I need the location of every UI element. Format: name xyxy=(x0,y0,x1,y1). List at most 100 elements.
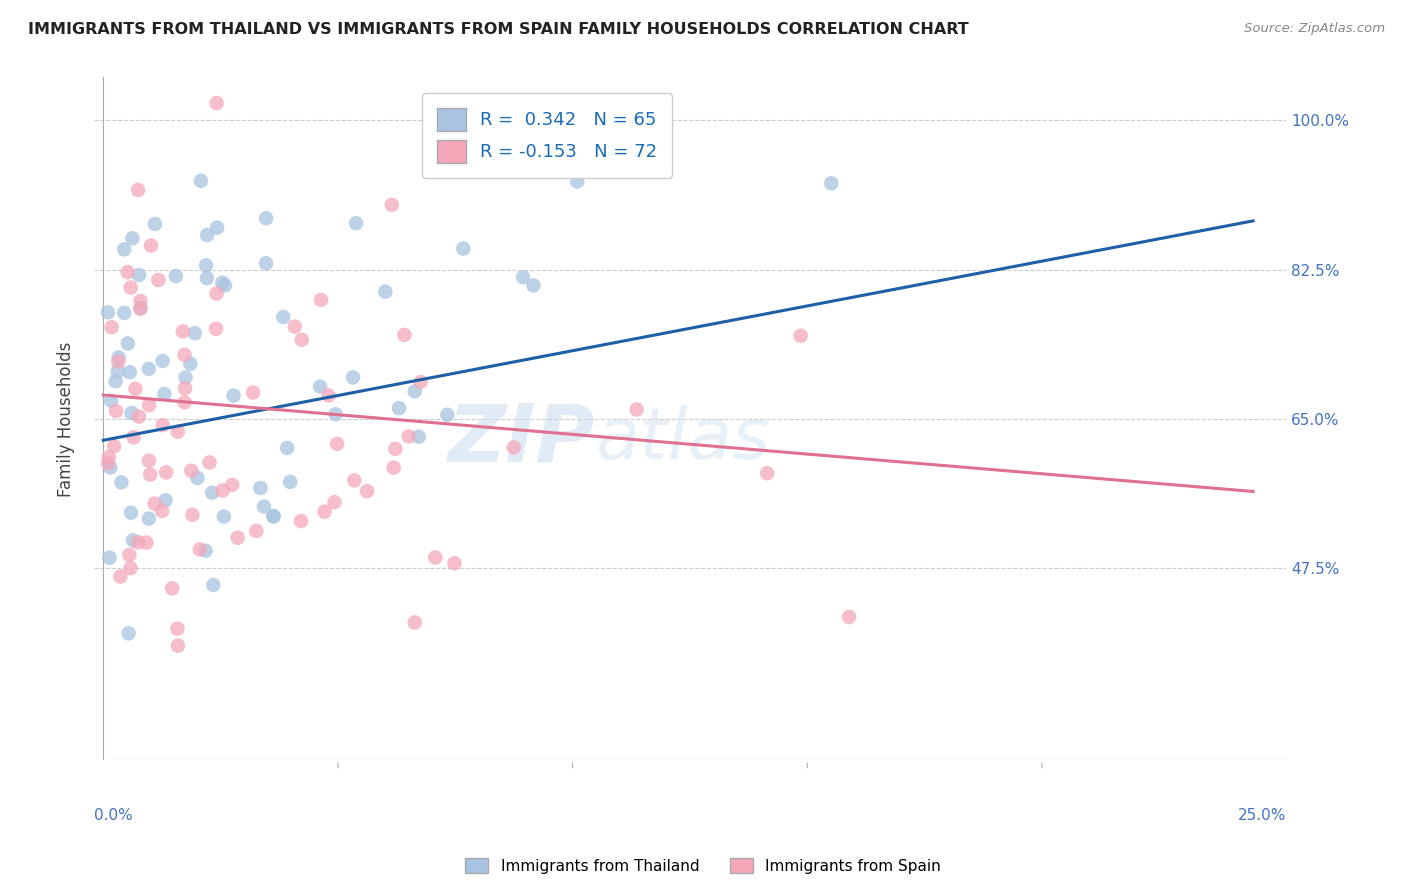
Point xyxy=(221,478,243,492)
Point xyxy=(382,460,405,475)
Point xyxy=(148,273,170,287)
Point xyxy=(820,176,842,190)
Point xyxy=(150,504,173,518)
Point xyxy=(129,301,152,315)
Point xyxy=(155,466,177,480)
Point xyxy=(374,285,396,299)
Point xyxy=(214,278,236,293)
Point xyxy=(138,398,160,412)
Text: atlas: atlas xyxy=(595,405,769,474)
Point xyxy=(343,474,366,488)
Text: ZIP: ZIP xyxy=(447,401,595,478)
Point xyxy=(290,514,312,528)
Point xyxy=(211,483,233,498)
Point xyxy=(205,96,228,111)
Point xyxy=(276,441,298,455)
Point xyxy=(107,364,129,378)
Point xyxy=(174,381,197,395)
Point xyxy=(97,450,120,464)
Point xyxy=(453,242,475,256)
Point xyxy=(107,355,129,369)
Point xyxy=(138,511,160,525)
Point xyxy=(388,401,411,416)
Point xyxy=(160,582,183,596)
Point xyxy=(384,442,406,456)
Point xyxy=(139,467,162,482)
Point xyxy=(205,220,228,235)
Point xyxy=(138,362,160,376)
Y-axis label: Family Households: Family Households xyxy=(58,342,75,497)
Point xyxy=(436,408,458,422)
Point xyxy=(103,439,125,453)
Point xyxy=(284,319,307,334)
Point xyxy=(122,430,145,444)
Point xyxy=(425,550,447,565)
Point xyxy=(263,508,285,523)
Point xyxy=(122,533,145,548)
Point xyxy=(129,301,152,316)
Point xyxy=(138,453,160,467)
Point xyxy=(409,375,432,389)
Point xyxy=(174,370,197,384)
Point xyxy=(198,456,221,470)
Point xyxy=(98,550,121,565)
Point xyxy=(181,508,204,522)
Point xyxy=(326,437,349,451)
Legend: R =  0.342   N = 65, R = -0.153   N = 72: R = 0.342 N = 65, R = -0.153 N = 72 xyxy=(422,94,672,178)
Point xyxy=(443,556,465,570)
Point xyxy=(172,324,194,338)
Point xyxy=(226,531,249,545)
Point xyxy=(195,271,218,285)
Point xyxy=(143,497,166,511)
Point xyxy=(273,310,295,324)
Point xyxy=(245,524,267,538)
Point xyxy=(291,333,314,347)
Point xyxy=(180,464,202,478)
Point xyxy=(626,402,648,417)
Point xyxy=(211,276,233,290)
Point xyxy=(100,393,122,408)
Point xyxy=(512,270,534,285)
Point xyxy=(254,211,277,226)
Point xyxy=(190,174,212,188)
Point xyxy=(278,475,301,489)
Point xyxy=(152,418,174,433)
Point xyxy=(120,506,142,520)
Point xyxy=(129,293,152,308)
Point xyxy=(202,578,225,592)
Point xyxy=(756,467,779,481)
Point xyxy=(222,388,245,402)
Point xyxy=(398,429,420,443)
Point xyxy=(139,238,162,252)
Point xyxy=(107,351,129,365)
Point xyxy=(118,365,141,379)
Point xyxy=(242,385,264,400)
Point xyxy=(342,370,364,384)
Point xyxy=(143,217,166,231)
Point xyxy=(152,354,174,368)
Point xyxy=(314,505,336,519)
Point xyxy=(128,268,150,282)
Point xyxy=(166,622,188,636)
Point xyxy=(97,456,120,470)
Point xyxy=(249,481,271,495)
Point xyxy=(323,495,346,509)
Point xyxy=(118,548,141,562)
Point xyxy=(309,293,332,307)
Point xyxy=(167,639,190,653)
Point xyxy=(104,374,127,388)
Point xyxy=(205,286,228,301)
Point xyxy=(184,326,207,340)
Text: Source: ZipAtlas.com: Source: ZipAtlas.com xyxy=(1244,22,1385,36)
Point xyxy=(195,227,218,242)
Point xyxy=(105,404,128,418)
Point xyxy=(394,327,416,342)
Point xyxy=(112,306,135,320)
Text: 25.0%: 25.0% xyxy=(1237,808,1286,823)
Point xyxy=(110,475,132,490)
Point xyxy=(97,305,120,319)
Point xyxy=(127,183,149,197)
Point xyxy=(195,258,218,272)
Point xyxy=(155,493,177,508)
Point xyxy=(117,336,139,351)
